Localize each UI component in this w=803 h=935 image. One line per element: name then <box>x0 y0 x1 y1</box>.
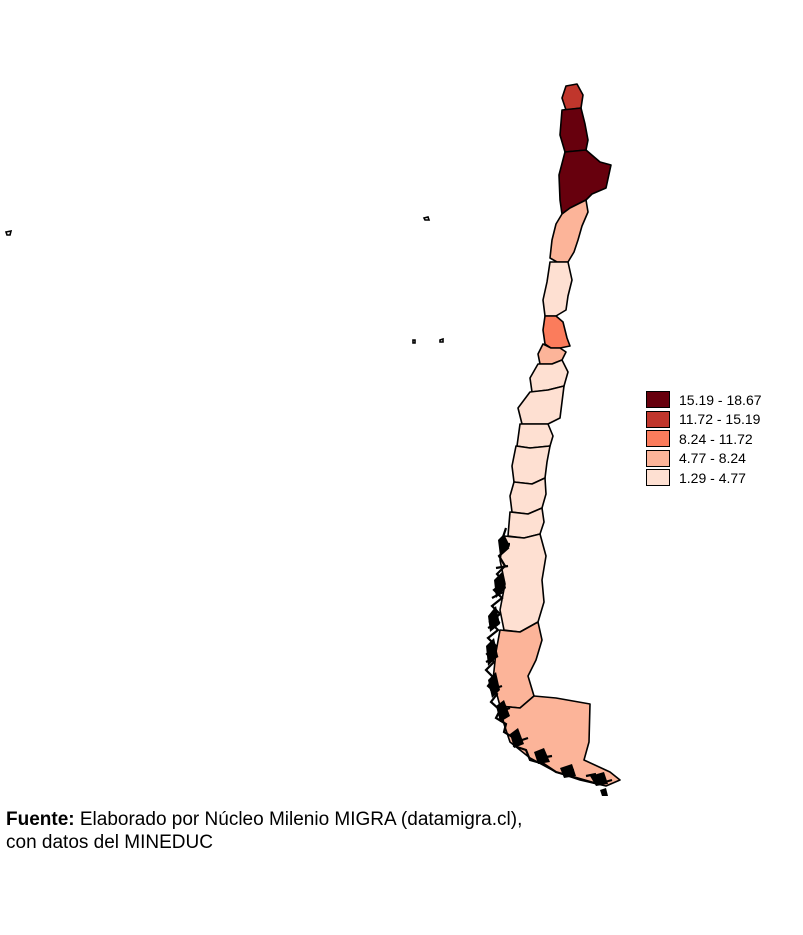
legend-label: 11.72 - 15.19 <box>679 411 761 428</box>
legend-label: 8.24 - 11.72 <box>679 430 753 447</box>
island-juan-fernandez-2 <box>439 337 444 343</box>
legend-item: 11.72 - 15.19 <box>646 410 762 430</box>
caption-text: Elaborado por Núcleo Milenio MIGRA (data… <box>74 809 523 830</box>
legend-swatch <box>646 391 670 409</box>
island-san-felix <box>422 216 431 221</box>
islands <box>4 216 444 344</box>
region-nuble <box>516 423 554 449</box>
region-tarapaca <box>559 107 589 153</box>
caption-bold: Fuente: <box>6 809 75 830</box>
region-antofagasta <box>558 149 612 215</box>
legend-item: 4.77 - 8.24 <box>646 449 762 469</box>
region-valparaiso <box>542 315 571 349</box>
legend-label: 1.29 - 4.77 <box>679 469 746 486</box>
legend-swatch <box>646 469 670 487</box>
legend-swatch <box>646 430 670 448</box>
legend-item: 8.24 - 11.72 <box>646 429 762 449</box>
legend-label: 4.77 - 8.24 <box>679 450 746 467</box>
region-atacama <box>549 199 589 263</box>
region-arica <box>561 83 584 111</box>
archipelago-fill <box>486 534 608 796</box>
legend-label: 15.19 - 18.67 <box>679 391 762 408</box>
legend-item: 15.19 - 18.67 <box>646 390 762 410</box>
island-juan-fernandez-1 <box>412 339 416 344</box>
region-magallanes <box>499 695 621 787</box>
caption-line-1: Fuente: Elaborado por Núcleo Milenio MIG… <box>6 808 522 831</box>
island-rapa-nui <box>4 229 13 236</box>
region-aysen <box>492 621 543 709</box>
legend-swatch <box>646 410 670 428</box>
region-coquimbo <box>542 261 573 317</box>
caption-line-2: con datos del MINEDUC <box>6 832 213 853</box>
legend-swatch <box>646 449 670 467</box>
legend-item: 1.29 - 4.77 <box>646 468 762 488</box>
source-caption: Fuente: Elaborado por Núcleo Milenio MIG… <box>6 808 522 854</box>
map-legend: 15.19 - 18.67 11.72 - 15.19 8.24 - 11.72… <box>646 390 762 488</box>
region-maule <box>517 385 565 425</box>
